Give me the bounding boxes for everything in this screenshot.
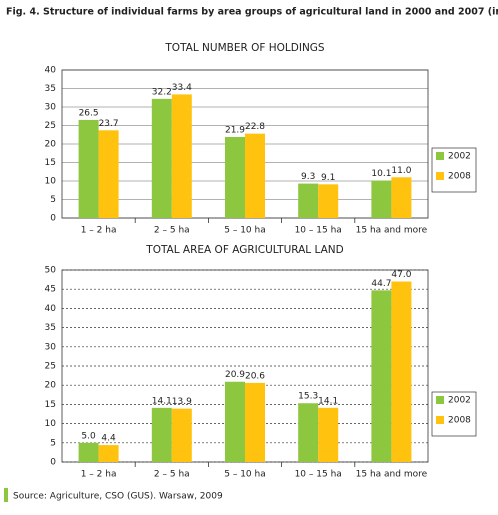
x-tick-label: 10 – 15 ha — [295, 470, 342, 480]
bar — [371, 290, 392, 462]
value-label: 5.0 — [81, 431, 96, 441]
x-tick-label: 5 – 10 ha — [224, 470, 265, 480]
figure-title: Fig. 4. Structure of individual farms by… — [6, 7, 498, 18]
value-label: 4.4 — [101, 434, 116, 444]
legend-label: 2002 — [448, 152, 471, 162]
y-tick-label: 30 — [45, 103, 57, 113]
chart-title: TOTAL AREA OF AGRICULTURAL LAND — [145, 244, 343, 256]
y-tick-label: 0 — [50, 214, 56, 224]
value-label: 47.0 — [391, 270, 411, 280]
value-label: 20.9 — [225, 370, 245, 380]
value-label: 15.3 — [298, 392, 318, 402]
x-tick-label: 2 – 5 ha — [154, 470, 190, 480]
y-tick-label: 10 — [45, 177, 57, 187]
y-tick-label: 30 — [45, 342, 57, 352]
y-tick-label: 50 — [45, 266, 57, 276]
source-marker — [4, 488, 8, 502]
value-label: 20.6 — [245, 371, 265, 381]
x-tick-label: 10 – 15 ha — [295, 226, 342, 236]
y-tick-label: 25 — [45, 121, 56, 131]
y-tick-label: 40 — [45, 66, 57, 76]
value-label: 44.7 — [371, 279, 391, 289]
source: Source: Agriculture, CSO (GUS). Warsaw, … — [13, 492, 223, 502]
y-tick-label: 35 — [45, 323, 56, 333]
x-tick-label: 1 – 2 ha — [81, 470, 117, 480]
bar — [171, 94, 192, 218]
y-tick-label: 35 — [45, 84, 56, 94]
value-label: 23.7 — [99, 119, 119, 129]
legend-label: 2008 — [448, 416, 471, 426]
y-tick-label: 5 — [50, 195, 56, 205]
bar — [298, 183, 319, 218]
value-label: 26.5 — [79, 108, 99, 118]
x-tick-label: 15 ha and more — [356, 470, 428, 480]
bar — [318, 184, 339, 218]
bar — [298, 403, 319, 462]
bar — [98, 445, 119, 462]
value-label: 14.1 — [152, 396, 172, 406]
chart-title: TOTAL NUMBER OF HOLDINGS — [164, 42, 325, 54]
value-label: 11.0 — [391, 166, 411, 176]
bar — [245, 382, 265, 462]
legend-swatch — [436, 172, 444, 180]
y-tick-label: 40 — [45, 304, 57, 314]
legend-label: 2002 — [448, 396, 471, 406]
value-label: 14.1 — [318, 396, 338, 406]
x-tick-label: 2 – 5 ha — [154, 226, 190, 236]
x-tick-label: 1 – 2 ha — [81, 226, 117, 236]
bar — [371, 180, 392, 218]
y-tick-label: 15 — [45, 400, 56, 410]
y-tick-label: 0 — [50, 458, 56, 468]
value-label: 13.9 — [172, 397, 192, 407]
bar — [225, 381, 245, 462]
legend-swatch — [436, 152, 444, 160]
value-label: 10.1 — [371, 169, 391, 179]
bar — [245, 133, 265, 218]
bar — [391, 281, 412, 462]
bar — [391, 177, 412, 218]
bar — [318, 407, 339, 462]
y-tick-label: 45 — [45, 285, 56, 295]
bar — [151, 407, 172, 462]
y-tick-label: 10 — [45, 419, 57, 429]
y-tick-label: 20 — [45, 140, 57, 150]
bar — [151, 98, 172, 218]
value-label: 9.3 — [301, 172, 315, 182]
value-label: 32.2 — [152, 87, 172, 97]
bar — [171, 408, 192, 462]
bar — [78, 442, 99, 462]
value-label: 33.4 — [172, 83, 192, 93]
value-label: 22.8 — [245, 122, 265, 132]
legend-swatch — [436, 416, 444, 424]
bar — [225, 136, 245, 218]
value-label: 9.1 — [321, 173, 335, 183]
bar — [78, 119, 99, 218]
legend-swatch — [436, 396, 444, 404]
legend-label: 2008 — [448, 172, 471, 182]
bar — [98, 130, 119, 218]
x-tick-label: 15 ha and more — [356, 226, 428, 236]
y-tick-label: 15 — [45, 158, 56, 168]
y-tick-label: 25 — [45, 362, 56, 372]
y-tick-label: 20 — [45, 381, 57, 391]
y-tick-label: 5 — [50, 438, 56, 448]
x-tick-label: 5 – 10 ha — [224, 226, 265, 236]
value-label: 21.9 — [225, 125, 245, 135]
